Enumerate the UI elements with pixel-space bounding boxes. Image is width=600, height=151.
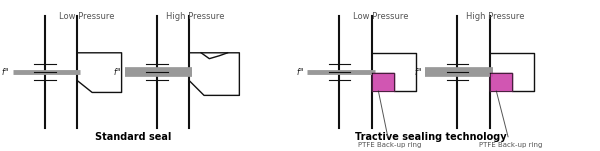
Text: PTFE Back-up ring: PTFE Back-up ring — [358, 91, 421, 148]
Text: $f^{a}$: $f^{a}$ — [113, 66, 122, 77]
Text: Low Pressure: Low Pressure — [59, 12, 114, 21]
Polygon shape — [490, 73, 512, 91]
Polygon shape — [372, 73, 394, 91]
Text: Low Pressure: Low Pressure — [353, 12, 409, 21]
Text: $f^{a}$: $f^{a}$ — [296, 66, 304, 77]
Text: PTFE Back-up ring: PTFE Back-up ring — [479, 91, 542, 148]
Text: $f^{a}$: $f^{a}$ — [413, 66, 422, 77]
Text: High Pressure: High Pressure — [466, 12, 525, 21]
Text: $f^{a}$: $f^{a}$ — [1, 66, 10, 77]
Text: Standard seal: Standard seal — [95, 132, 172, 142]
Text: Tractive sealing technology: Tractive sealing technology — [355, 132, 506, 142]
Text: High Pressure: High Pressure — [166, 12, 224, 21]
